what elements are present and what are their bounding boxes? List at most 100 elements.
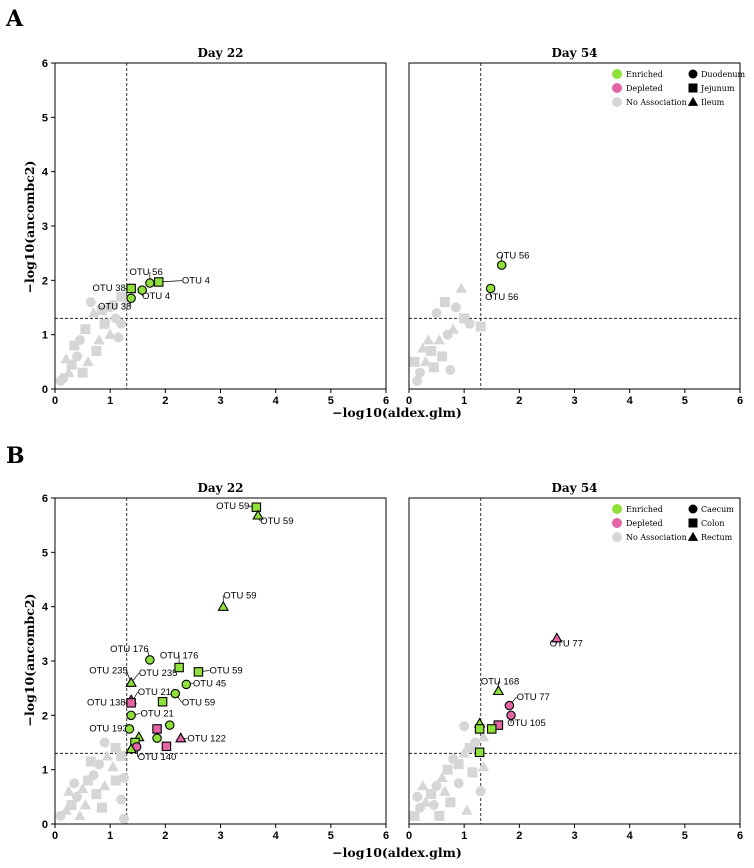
annotation-label: OTU 176 (160, 650, 199, 661)
x-tick-label: 6 (737, 395, 743, 407)
panel-title: Day 54 (551, 481, 597, 495)
no-association-point (409, 810, 420, 821)
no-association-point (87, 307, 100, 318)
legend-shape-circle (688, 69, 698, 79)
no-association-point (113, 332, 124, 343)
x-tick-label: 1 (461, 395, 467, 407)
annotation-label: OTU 59 (209, 665, 242, 676)
legend-shape-square (688, 518, 698, 528)
scatter-panel-B-day22: Day 22 OTU 59 OTU 59 OTU 59 OTU 176 OTU 176 OT… (42, 481, 389, 842)
no-association-point (107, 299, 118, 310)
annotation-label: OTU 21 (141, 708, 174, 719)
y-tick-label: 1 (42, 330, 48, 342)
no-association-point (63, 785, 75, 796)
no-association-point (455, 282, 468, 293)
annotation-label: OTU 56 (129, 267, 162, 278)
x-tick-label: 4 (627, 395, 634, 407)
no-association-point (431, 307, 442, 318)
annotation-label: OTU 77 (517, 692, 550, 703)
no-association-point (453, 759, 464, 770)
no-association-point (76, 782, 89, 793)
legend-label: Ileum (701, 98, 725, 107)
enriched-point (125, 676, 137, 687)
no-association-point (434, 810, 445, 821)
no-association-point (98, 780, 111, 791)
legend-label: Colon (701, 519, 724, 528)
legend-label: Depleted (626, 84, 663, 93)
scatter-panel-A-day22: Day 22 OTU 56 OTU 4 OTU 38 OTU 4 OTU 38 0 1 2 3 4 5… (42, 46, 389, 407)
no-association-point (99, 737, 110, 748)
no-association-point (94, 759, 105, 770)
no-association-point (120, 296, 133, 307)
enriched-point (485, 283, 496, 294)
annotation-label: OTU 38 (98, 302, 131, 313)
x-tick-label: 0 (406, 395, 412, 407)
enriched-point (125, 743, 137, 754)
annotation-label: OTU 59 (223, 591, 256, 602)
y-tick-label: 3 (42, 221, 48, 233)
no-association-point (101, 750, 114, 761)
no-association-point (467, 767, 478, 778)
x-tick-label: 2 (516, 830, 522, 842)
annotation-label: OTU 59 (260, 516, 293, 527)
enriched-point (145, 278, 155, 288)
legend-B: Enriched Depleted No Association Caecum Colo… (612, 504, 734, 542)
no-association-point (409, 356, 420, 367)
legend-shape-triangle (687, 531, 699, 541)
no-association-point (448, 753, 459, 764)
annotation-label: OTU 122 (187, 733, 226, 744)
no-association-point (116, 794, 127, 805)
no-association-point (437, 351, 448, 362)
y-tick-label: 6 (42, 493, 48, 505)
enriched-point (174, 662, 184, 673)
annotation-label: OTU 59 (216, 501, 249, 512)
no-association-point (439, 785, 451, 796)
legend-swatch (612, 518, 622, 528)
no-association-point (477, 761, 490, 772)
no-association-point (55, 810, 66, 821)
no-association-point (445, 364, 456, 375)
annotation-label: OTU 140 (138, 752, 177, 763)
no-association-point (475, 321, 486, 332)
no-association-point (412, 375, 423, 386)
no-association-point (458, 747, 470, 758)
depleted-point (506, 710, 516, 721)
legends-layer: Enriched Depleted No Association Duodenum Je… (612, 69, 746, 542)
annotation-label: OTU 77 (550, 638, 583, 649)
annotation-label: OTU 59 (182, 698, 215, 709)
no-association-point (85, 297, 96, 308)
depleted-point (152, 724, 162, 734)
no-association-point (477, 731, 490, 742)
enriched-point (164, 720, 175, 730)
legend-shape-triangle (687, 96, 699, 106)
no-association-point (475, 786, 486, 797)
annotation-label: OTU 21 (138, 687, 171, 698)
no-association-point (72, 351, 83, 362)
no-association-point (69, 778, 80, 789)
y-axis-label-b: −log10(ancombc2) (22, 594, 37, 727)
panel-label-b: B (6, 443, 25, 469)
legend-label: Depleted (626, 519, 663, 528)
no-association-point (96, 305, 107, 316)
annotation-label: OTU 235 (139, 668, 178, 679)
no-association-point (447, 323, 459, 334)
plot-frame (408, 62, 741, 390)
y-tick-label: 1 (42, 765, 48, 777)
x-axis-label-a: −log10(aldex.glm) (332, 405, 462, 420)
enriched-point (474, 724, 485, 734)
y-tick-label: 2 (42, 275, 48, 287)
y-tick-label: 6 (42, 58, 48, 70)
x-tick-label: 5 (328, 395, 334, 407)
no-association-point (439, 297, 450, 308)
no-association-point (55, 375, 66, 386)
legend-swatch (612, 97, 622, 107)
x-tick-label: 6 (383, 395, 389, 407)
no-association-point (453, 778, 464, 789)
no-association-point (116, 751, 127, 762)
no-association-point (461, 804, 473, 815)
legend-label: Enriched (626, 505, 663, 514)
x-tick-label: 3 (571, 830, 577, 842)
enriched-point (152, 733, 162, 743)
no-association-point (445, 797, 456, 808)
y-tick-label: 5 (42, 112, 48, 124)
